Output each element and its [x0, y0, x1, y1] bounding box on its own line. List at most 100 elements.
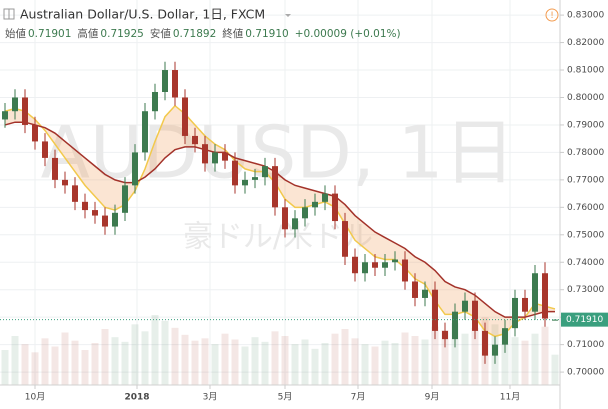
ma-line — [4, 121, 555, 318]
volume-bar — [241, 346, 249, 385]
candle-body — [522, 297, 528, 312]
volume-bar — [361, 344, 369, 385]
legend-value: 0.71892 — [173, 28, 216, 40]
candle-body — [192, 135, 198, 145]
candle-body — [62, 179, 68, 186]
candle-body — [352, 256, 358, 274]
legend-label: 高値 — [77, 27, 98, 40]
candle-body — [332, 193, 338, 222]
ohlc-legend: 始値 0.71901 高値 0.71925 安値 0.71892 終値 0.71910 +0.0… — [5, 27, 401, 40]
volume-bar — [381, 340, 389, 385]
volume-bar — [371, 346, 379, 385]
candle-body — [342, 221, 348, 257]
candle-body — [252, 177, 258, 180]
y-tick-label: 0.77000 — [567, 175, 604, 185]
volume-bar — [211, 344, 219, 385]
volume-bar — [91, 343, 99, 385]
volume-bar — [341, 329, 349, 385]
volume-bar — [251, 337, 259, 385]
y-tick-label: 0.74000 — [567, 258, 604, 268]
volume-bar — [451, 323, 459, 385]
candle-body — [102, 215, 108, 227]
menu-caret[interactable] — [285, 14, 291, 17]
chart-title: Australian Dollar/U.S. Dollar, 1日, FXCM — [20, 7, 265, 22]
x-tick-label: 5月 — [278, 392, 293, 403]
volume-bar — [21, 344, 29, 385]
volume-bar — [151, 315, 159, 385]
candle-body — [152, 91, 158, 112]
candle-body — [2, 111, 8, 120]
candle-body — [212, 152, 218, 164]
volume-bar — [311, 348, 319, 385]
candle-body — [302, 207, 308, 219]
candle-body — [532, 273, 538, 312]
candle-body — [362, 262, 368, 274]
candle-body — [412, 281, 418, 298]
x-tick-label: 7月 — [351, 392, 366, 403]
candle-body — [12, 97, 18, 112]
volume-bar — [11, 336, 19, 385]
axes: 0.700000.710000.720000.730000.740000.750… — [0, 11, 608, 403]
volume-bar — [441, 330, 449, 385]
candle-body — [182, 97, 188, 136]
volume-bar — [431, 326, 439, 385]
volume-bar — [461, 333, 469, 385]
volume-bar — [231, 339, 239, 385]
volume-bar — [331, 333, 339, 385]
candle-body — [222, 152, 228, 161]
volume-bar — [391, 343, 399, 385]
candle-body — [92, 210, 98, 216]
volume-bar — [61, 332, 69, 385]
volume-bar — [171, 327, 179, 385]
candle-body — [32, 124, 38, 142]
candle-body — [82, 201, 88, 211]
candle-body — [492, 344, 498, 356]
candle-body — [512, 297, 518, 329]
volume-bar — [161, 320, 169, 385]
legend-label: 安値 — [150, 27, 171, 40]
volume-bar — [281, 336, 289, 385]
volume-bar — [531, 333, 539, 385]
legend-label: 終値 — [222, 27, 243, 40]
volume-bar — [271, 331, 279, 385]
legend-change: +0.00009 (+0.01%) — [295, 28, 401, 40]
watermark-name: 豪ドル/米ドル — [183, 220, 373, 255]
candle-body — [52, 157, 58, 180]
header: Australian Dollar/U.S. Dollar, 1日, FXCM … — [3, 7, 559, 40]
candle-body — [232, 160, 238, 186]
ribbon — [4, 104, 556, 338]
candle-body — [382, 262, 388, 268]
y-tick-label: 0.76000 — [567, 203, 604, 213]
candle-body — [482, 330, 488, 356]
alert-icon: ! — [550, 11, 554, 21]
volume-bar — [301, 339, 309, 385]
x-tick-label: 10月 — [25, 392, 45, 403]
legend-label: 始値 — [5, 27, 26, 40]
y-tick-label: 0.81000 — [567, 66, 604, 76]
volume-bar — [71, 340, 79, 385]
volume-bar — [291, 344, 299, 385]
volume-bar — [401, 332, 409, 385]
candle-body — [402, 259, 408, 282]
volume-bar — [521, 340, 529, 385]
candle-body — [272, 166, 278, 208]
candle-body — [292, 218, 298, 230]
legend-value: 0.71901 — [28, 28, 71, 40]
y-tick-label: 0.70000 — [567, 368, 604, 378]
candle-body — [262, 166, 268, 178]
y-tick-label: 0.79000 — [567, 120, 604, 130]
candle-body — [122, 185, 128, 213]
volume-bar — [121, 341, 129, 385]
volume-bar — [191, 340, 199, 385]
x-tick-label: 11月 — [500, 392, 520, 403]
alert-icon[interactable] — [545, 8, 559, 22]
last-price-label: 0.71910 — [566, 315, 603, 325]
volume-bar — [111, 337, 119, 385]
ribbon-fill — [5, 105, 555, 337]
candle-body — [112, 212, 118, 227]
y-tick-label: 0.73000 — [567, 285, 604, 295]
candle-body — [472, 300, 478, 331]
candle-body — [202, 144, 208, 164]
y-tick-label: 0.83000 — [567, 11, 604, 21]
